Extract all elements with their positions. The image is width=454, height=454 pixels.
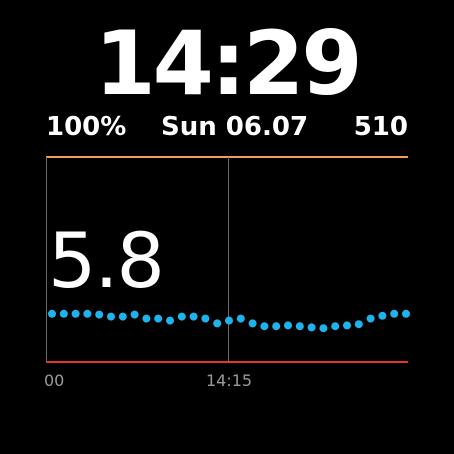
glucose-dot (343, 321, 351, 330)
glucose-dot (307, 323, 316, 332)
glucose-dot (236, 314, 245, 323)
battery-level: 100% (46, 112, 127, 142)
time-tick-label: 00 (44, 371, 64, 390)
glucose-dot (189, 312, 198, 321)
glucose-dot (366, 314, 375, 323)
time-tick-label: 14:15 (206, 371, 252, 390)
glucose-dot (107, 312, 115, 321)
glucose-dot (83, 309, 92, 318)
glucose-dot (177, 312, 186, 321)
glucose-dot (284, 321, 292, 330)
glucose-dot (319, 324, 328, 333)
date-display: Sun 06.07 (161, 112, 309, 142)
glucose-reading: 5.8 (48, 216, 165, 305)
glucose-dot (260, 322, 269, 331)
glucose-dot (378, 311, 387, 320)
glucose-dot (166, 316, 174, 325)
glucose-dot (142, 314, 151, 323)
glucose-dot (354, 320, 363, 329)
glucose-dot (225, 316, 233, 325)
glucose-dot (48, 309, 56, 318)
glucose-dot (402, 309, 410, 318)
clock-time: 14:29 (94, 12, 362, 115)
glucose-dot (248, 319, 257, 328)
glucose-dot (59, 309, 68, 318)
glucose-dot (95, 310, 104, 319)
glucose-dot (154, 314, 163, 323)
glucose-dot (272, 322, 281, 331)
glucose-dot (390, 309, 399, 318)
step-count: 510 (353, 112, 408, 142)
glucose-dot (213, 319, 222, 328)
glucose-dots (48, 309, 410, 333)
glucose-dot (201, 314, 210, 323)
glucose-dot (130, 310, 139, 319)
glucose-dot (71, 309, 80, 318)
glucose-dot (331, 322, 340, 331)
glucose-dot (295, 322, 304, 331)
glucose-dot (118, 312, 127, 321)
